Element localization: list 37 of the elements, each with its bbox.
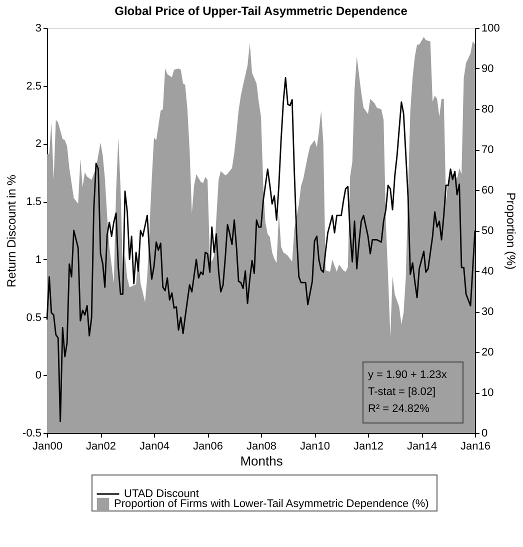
y-tick-label: 2 [35, 138, 42, 150]
x-tick-label: Jan16 [460, 440, 490, 452]
y-axis-title: Return Discount in % [4, 174, 19, 288]
y-tick-label: -0.5 [22, 428, 42, 440]
y-tick-label: 1.5 [26, 196, 42, 208]
y2-tick-label: 50 [482, 225, 494, 237]
y2-tick-label: 60 [482, 184, 494, 196]
x-tick-label: Jan14 [407, 440, 438, 452]
x-tick-label: Jan00 [32, 440, 62, 452]
x-tick-label: Jan12 [354, 440, 384, 452]
legend-label: UTAD Discount [124, 488, 199, 500]
y2-tick-label: 90 [482, 63, 494, 75]
y-tick-label: 0.5 [26, 312, 42, 324]
legend-label: Proportion of Firms with Lower-Tail Asymmetric Dependence (%) [114, 498, 429, 510]
y2-tick-label: 20 [482, 346, 494, 358]
x-tick-label: Jan08 [246, 440, 276, 452]
y-tick-label: 1 [35, 254, 42, 266]
x-tick-label: Jan04 [140, 440, 170, 452]
y2-tick-label: 10 [482, 387, 494, 399]
y-tick-label: 0 [35, 370, 42, 382]
y2-axis-title: Proportion (%) [504, 192, 518, 270]
x-axis-title: Months [240, 454, 284, 468]
y2-tick-label: 40 [482, 266, 494, 278]
y2-tick-label: 30 [482, 306, 494, 318]
y2-tick-label: 100 [482, 22, 500, 34]
y-tick-label: 3 [35, 22, 42, 34]
x-tick-label: Jan10 [300, 440, 330, 452]
y2-tick-label: 0 [482, 428, 488, 440]
annotation: R² = 24.82% [368, 403, 430, 415]
y-tick-label: 2.5 [26, 80, 42, 92]
chart-title: Global Price of Upper-Tail Asymmetric Dependence [114, 4, 408, 18]
annotation: y = 1.90 + 1.23x [368, 369, 448, 381]
x-tick-label: Jan06 [193, 440, 224, 452]
annotation: T-stat = [8.02] [368, 386, 436, 398]
x-tick-label: Jan02 [86, 440, 116, 452]
y2-tick-label: 80 [482, 104, 494, 116]
y2-tick-label: 70 [482, 144, 494, 156]
